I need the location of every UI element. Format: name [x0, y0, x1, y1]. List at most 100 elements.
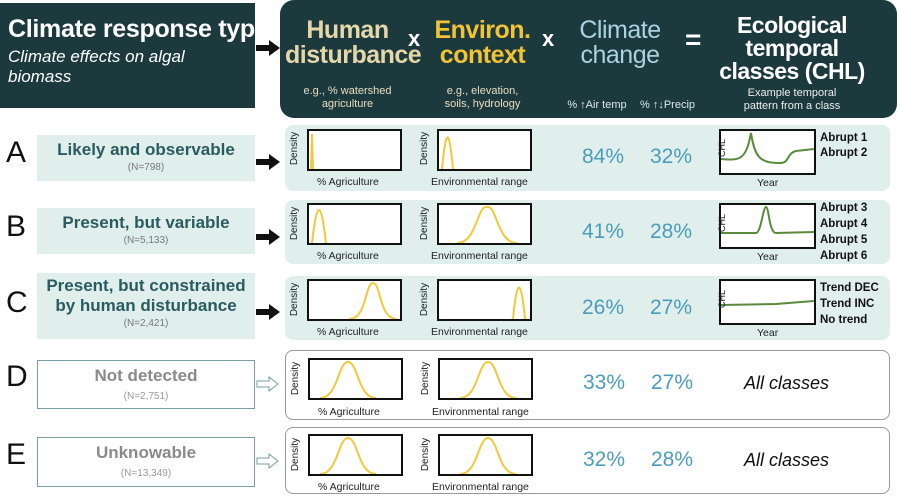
row-e-precip-pct: 28% [651, 448, 694, 471]
x-label: Environmental range [432, 481, 529, 493]
row-a-n: (N=798) [127, 162, 165, 173]
row-a-panel: Density % Agriculture Density Environmen… [285, 125, 890, 191]
x-label: % Agriculture [317, 326, 379, 338]
row-a-chl-plot [719, 129, 816, 175]
row-d-all-classes: All classes [744, 373, 830, 393]
row-c-air-pct: 26% [582, 296, 625, 319]
row-letter-e: E [6, 438, 27, 471]
x-label: % Agriculture [317, 250, 379, 262]
row-a-precip-pct: 32% [650, 145, 693, 168]
y-label: Density [289, 206, 301, 241]
y-label: Density [290, 361, 302, 396]
row-d-n: (N=2,751) [123, 391, 169, 402]
term-human-sub: e.g., % watershed agriculture [303, 85, 392, 110]
equation-header: Human disturbance e.g., % watershed agricu… [280, 0, 897, 118]
row-b-label: Present, but variable [62, 213, 230, 232]
row-a-arrow-icon [256, 154, 280, 170]
x-label: Environmental range [432, 406, 529, 418]
row-d-agri-plot [308, 358, 403, 400]
row-d-panel: Density % Agriculture Density Environmen… [285, 350, 890, 420]
term-human-disturbance: Human disturbance [285, 16, 422, 69]
row-e-env-plot [438, 434, 533, 476]
row-a-air-pct: 84% [582, 145, 625, 168]
row-e-air-pct: 32% [583, 448, 626, 471]
row-b-classes: Abrupt 3 Abrupt 4 Abrupt 5 Abrupt 6 [820, 202, 868, 262]
y-label: Density [420, 437, 432, 472]
row-a-agri-plot [307, 129, 402, 171]
y-label: Density [419, 131, 431, 166]
row-d-precip-pct: 27% [651, 371, 694, 394]
row-d-label-box: Not detected (N=2,751) [37, 360, 255, 409]
row-e-hollow-arrow-icon [256, 453, 279, 469]
y-label: CHL [717, 213, 728, 233]
row-e-n: (N=13,349) [120, 468, 172, 479]
term-climate-change: Climate change [579, 16, 661, 69]
row-c-n: (N=2,421) [123, 318, 169, 329]
operator-equals: = [685, 24, 702, 55]
x-label: Year [757, 251, 779, 263]
y-label: Density [290, 437, 302, 472]
row-c-label: Present, but constrained by human distur… [46, 276, 246, 315]
row-e-agri-plot [308, 434, 403, 476]
x-label: % Agriculture [317, 176, 379, 188]
row-c-agri-plot [307, 279, 402, 321]
row-e-label: Unknowable [95, 443, 197, 462]
x-label: Year [757, 327, 779, 339]
header-subtitle: Climate effects on algal biomass [8, 47, 185, 86]
row-d-env-plot [438, 358, 533, 400]
x-label: Environmental range [431, 250, 528, 262]
row-c-chl-plot [719, 279, 816, 325]
row-b-air-pct: 41% [582, 220, 625, 243]
row-b-env-plot [437, 203, 532, 245]
x-label: % Agriculture [318, 406, 380, 418]
row-letter-d: D [6, 360, 28, 393]
row-e-all-classes: All classes [744, 450, 830, 470]
x-label: % Agriculture [318, 481, 380, 493]
row-c-label-box: Present, but constrained by human distur… [37, 273, 255, 339]
row-letter-a: A [6, 136, 27, 169]
term-ecological-sub: Example temporal pattern from a class [743, 87, 841, 112]
row-b-chl-plot [719, 203, 816, 249]
row-a-classes: Abrupt 1 Abrupt 2 [820, 132, 868, 159]
sub-precip: % ↑↓Precip [639, 99, 696, 111]
header-arrow-icon [256, 40, 280, 56]
y-label: Density [289, 131, 301, 166]
row-b-agri-plot [307, 203, 402, 245]
row-b-arrow-icon [256, 229, 280, 245]
x-label: Environmental range [431, 326, 528, 338]
row-a-label: Likely and observable [57, 140, 235, 159]
row-b-panel: Density % Agriculture Density Environmen… [285, 200, 890, 264]
y-label: Density [420, 361, 432, 396]
row-e-panel: Density % Agriculture Density Environmen… [285, 427, 890, 494]
y-label: CHL [717, 138, 728, 158]
row-c-env-plot [437, 279, 532, 321]
term-environ-context: Environ. context [434, 16, 531, 69]
row-e-label-box: Unknowable (N=13,349) [37, 437, 255, 487]
row-c-arrow-icon [256, 304, 280, 320]
row-b-label-box: Present, but variable (N=5,133) [37, 208, 255, 254]
row-d-hollow-arrow-icon [256, 376, 279, 392]
row-b-n: (N=5,133) [123, 235, 169, 246]
header-title: Climate response type: [8, 15, 277, 43]
y-label: Density [419, 282, 431, 317]
row-letter-b: B [6, 210, 27, 243]
row-d-air-pct: 33% [583, 371, 626, 394]
row-c-classes: Trend DEC Trend INC No trend [820, 282, 879, 326]
y-label: CHL [717, 289, 728, 309]
sub-air-temp: % ↑Air temp [567, 99, 627, 111]
row-b-precip-pct: 28% [650, 220, 693, 243]
row-c-panel: Density % Agriculture Density Environmen… [285, 276, 890, 340]
row-d-label: Not detected [94, 366, 198, 385]
y-label: Density [419, 206, 431, 241]
row-c-precip-pct: 27% [650, 296, 693, 319]
x-label: Year [757, 177, 779, 189]
row-a-label-box: Likely and observable (N=798) [37, 135, 255, 181]
operator-times-2: x [542, 26, 555, 51]
term-environ-sub: e.g., elevation, soils, hydrology [444, 85, 521, 110]
header-title-box: Climate response type: Climate effects o… [0, 3, 277, 108]
row-a-env-plot [437, 129, 532, 171]
y-label: Density [289, 282, 301, 317]
x-label: Environmental range [431, 176, 528, 188]
term-ecological-classes: Ecological temporal classes (CHL) [719, 12, 865, 84]
operator-times-1: x [408, 26, 421, 51]
